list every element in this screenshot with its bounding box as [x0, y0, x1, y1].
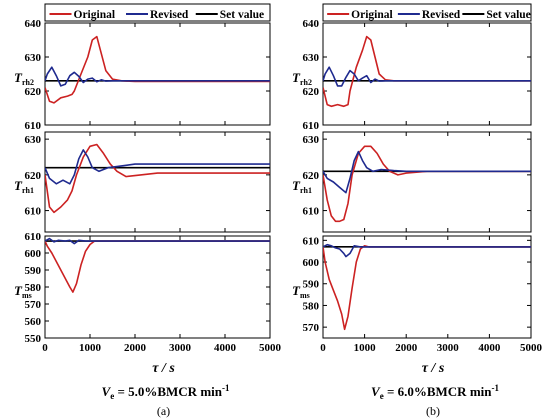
y-tick-label: 610 — [303, 235, 320, 247]
subplot-rh1: 610 620 630 Trh1 — [14, 131, 271, 233]
y-tick-label: 570 — [25, 299, 42, 311]
y-tick-label: 620 — [303, 86, 320, 98]
x-tick-label: 1000 — [354, 342, 377, 354]
y-axis-label: Trh1 — [292, 178, 312, 195]
y-tick-label: 550 — [25, 333, 42, 345]
y-axis-label: Trh2 — [14, 70, 34, 87]
y-tick-label: 640 — [303, 18, 320, 30]
subplot-ms: 550 560 570 580 590 600 610 Tms — [14, 231, 271, 345]
x-tick-label: 4000 — [478, 342, 501, 354]
y-tick-label: 610 — [303, 206, 320, 218]
y-tick-label: 580 — [25, 282, 42, 294]
legend-label: Set value — [220, 9, 264, 21]
legend-label: Original — [74, 9, 116, 21]
y-tick-label: 610 — [25, 231, 42, 243]
legend-label: Set value — [486, 9, 530, 21]
legend-label: Revised — [422, 9, 461, 21]
y-tick-label: 630 — [303, 52, 320, 64]
y-tick-label: 620 — [303, 170, 320, 182]
series-line-revised — [323, 150, 531, 194]
y-tick-label: 630 — [303, 134, 320, 146]
x-axis-label: τ / s — [152, 361, 175, 376]
x-tick-label: 2000 — [124, 342, 147, 354]
subplot-rh2: 610 620 630 640 Trh2 — [292, 18, 532, 132]
y-tick-label: 570 — [303, 322, 320, 334]
y-tick-label: 600 — [25, 248, 42, 260]
y-axis-label: Trh1 — [14, 178, 34, 195]
x-tick-label: 5000 — [520, 342, 543, 354]
y-tick-label: 600 — [303, 257, 320, 269]
series-line-revised — [45, 66, 270, 87]
legend-box — [322, 3, 532, 22]
panel-label: (a) — [157, 404, 170, 418]
series-line-revised — [45, 237, 270, 245]
y-axis-label: Tms — [292, 283, 310, 300]
x-tick-label: 4000 — [214, 342, 237, 354]
y-axis-label: Tms — [14, 283, 32, 300]
y-axis-label: Trh2 — [292, 70, 312, 87]
panel-a: Original Revised Set value 610 620 630 640 Trh2… — [14, 3, 282, 418]
subplot-rh2: 610 620 630 640 Trh2 — [14, 18, 271, 132]
panel-caption: Ve = 6.0%BMCR min-1 — [371, 383, 499, 401]
y-tick-label: 630 — [25, 52, 42, 64]
series-line-revised — [323, 243, 531, 258]
series-line-original — [45, 240, 270, 293]
legend-box — [44, 3, 271, 22]
legend: Original Revised Set value — [44, 3, 271, 22]
y-tick-label: 610 — [25, 120, 42, 132]
series-line-original — [323, 245, 531, 331]
x-tick-label: 3000 — [169, 342, 192, 354]
series-line-original — [323, 35, 531, 108]
plot-frame — [322, 131, 532, 233]
plot-frame — [44, 131, 271, 233]
y-tick-label: 590 — [25, 265, 42, 277]
y-tick-label: 640 — [25, 18, 42, 30]
series-line-original — [45, 143, 270, 214]
x-tick-label: 1000 — [79, 342, 102, 354]
y-tick-label: 630 — [25, 134, 42, 146]
panel-label: (b) — [426, 404, 440, 418]
plot-frame — [44, 22, 271, 126]
legend: Original Revised Set value — [322, 3, 532, 22]
series-line-revised — [323, 66, 531, 87]
series-line-original — [45, 35, 270, 104]
x-axis-label: τ / s — [422, 361, 445, 376]
y-tick-label: 620 — [25, 170, 42, 182]
y-tick-label: 610 — [25, 206, 42, 218]
plot-frame — [322, 22, 532, 126]
subplot-ms: 570 580 590 600 610 Tms — [292, 235, 532, 339]
y-tick-label: 610 — [303, 120, 320, 132]
x-tick-label: 0 — [42, 342, 48, 354]
y-tick-label: 580 — [303, 300, 320, 312]
panel-b: Original Revised Set value 610 620 630 640 Trh2… — [292, 3, 543, 418]
series-line-revised — [45, 149, 270, 185]
plot-frame — [44, 235, 271, 339]
panel-caption: Ve = 5.0%BMCR min-1 — [102, 383, 230, 401]
x-tick-label: 5000 — [259, 342, 282, 354]
plot-frame — [322, 235, 532, 339]
y-tick-label: 590 — [303, 279, 320, 291]
subplot-rh1: 610 620 630 Trh1 — [292, 131, 532, 233]
y-tick-label: 620 — [25, 86, 42, 98]
x-tick-label: 0 — [320, 342, 326, 354]
x-tick-label: 2000 — [395, 342, 418, 354]
legend-label: Original — [351, 9, 393, 21]
legend-label: Revised — [150, 9, 189, 21]
y-tick-label: 560 — [25, 316, 42, 328]
x-tick-label: 3000 — [437, 342, 460, 354]
series-line-original — [323, 145, 531, 223]
